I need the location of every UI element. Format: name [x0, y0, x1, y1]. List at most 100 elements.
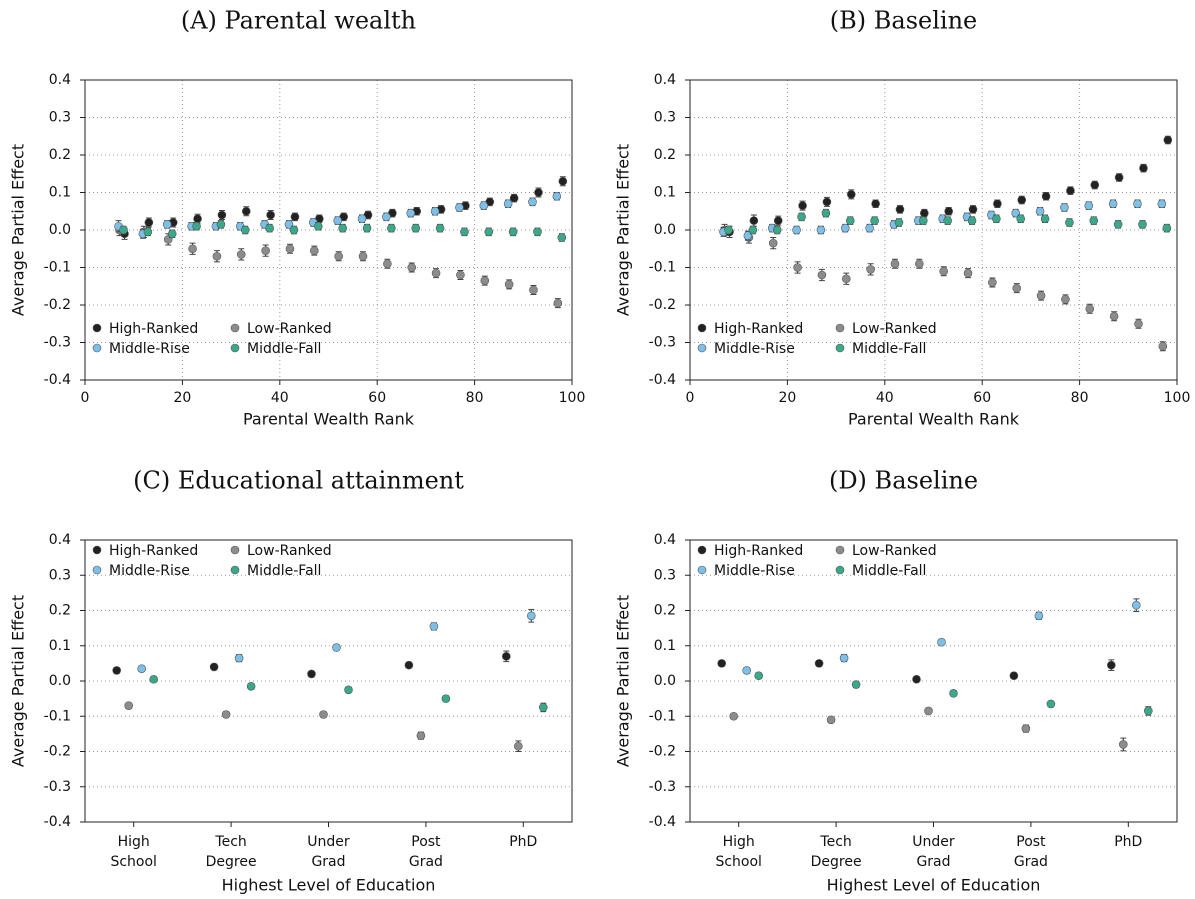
- plot-frame: [84, 79, 573, 381]
- x-tick-label: PhD: [509, 834, 537, 850]
- point: [480, 276, 490, 285]
- point: [289, 225, 299, 235]
- x-tick-label: Under Grad: [307, 834, 350, 870]
- point: [1016, 214, 1026, 224]
- point: [509, 193, 519, 203]
- y-tick-label: -0.3: [649, 779, 676, 795]
- point: [797, 212, 806, 222]
- point: [290, 212, 300, 222]
- point: [1035, 206, 1045, 216]
- point: [845, 216, 855, 225]
- point: [772, 225, 782, 235]
- point: [1108, 199, 1118, 209]
- point: [890, 259, 900, 269]
- chart-title: (A) Parental wealth: [181, 7, 416, 35]
- plot-frame: [689, 539, 1178, 823]
- y-tick-label: 0.4: [654, 72, 676, 88]
- y-tick-label: -0.4: [649, 814, 676, 830]
- y-tick-label: 0.2: [654, 147, 676, 163]
- y-tick-label: -0.3: [649, 335, 676, 351]
- x-tick-label: 0: [686, 390, 695, 406]
- point: [1084, 201, 1094, 210]
- point: [1046, 699, 1056, 709]
- point: [846, 190, 856, 199]
- point: [894, 218, 904, 227]
- point: [552, 191, 562, 201]
- legend-label: Low-Ranked: [247, 543, 332, 559]
- legend-label: Middle-Fall: [852, 341, 926, 357]
- x-tick-label: 100: [1164, 390, 1191, 406]
- x-axis-label: Highest Level of Education: [222, 876, 436, 895]
- point: [1113, 220, 1123, 229]
- point: [411, 223, 421, 233]
- legend-marker: [697, 323, 707, 333]
- y-tick-label: 0.1: [49, 638, 71, 654]
- point: [1066, 186, 1075, 195]
- point: [162, 220, 172, 229]
- point: [124, 701, 133, 710]
- legend-marker: [230, 565, 240, 575]
- point: [382, 212, 391, 222]
- point: [513, 741, 523, 751]
- point: [851, 680, 861, 689]
- y-tick-label: 0.3: [49, 110, 71, 126]
- point: [871, 199, 880, 209]
- y-axis-label: Average Partial Effect: [614, 144, 633, 316]
- x-tick-label: 80: [466, 390, 484, 406]
- chart-title: (C) Educational attainment: [133, 467, 464, 495]
- y-tick-label: 0.0: [49, 673, 71, 689]
- point: [344, 685, 353, 695]
- point: [455, 203, 464, 212]
- point: [416, 731, 426, 740]
- point: [406, 208, 416, 218]
- legend-label: Middle-Fall: [852, 563, 926, 579]
- point: [773, 216, 783, 225]
- x-tick-label: 60: [973, 390, 991, 406]
- x-tick-label: 0: [81, 390, 90, 406]
- point: [866, 265, 875, 274]
- point: [1041, 191, 1051, 201]
- point: [265, 223, 274, 233]
- point: [1065, 218, 1074, 227]
- y-tick-label: 0.1: [654, 185, 676, 201]
- legend-marker: [230, 343, 240, 353]
- point: [456, 270, 465, 280]
- y-tick-label: -0.1: [649, 260, 676, 276]
- point: [143, 227, 153, 237]
- legend-marker: [835, 343, 845, 353]
- point: [742, 666, 752, 675]
- legend-marker: [230, 545, 240, 555]
- y-tick-label: -0.1: [44, 260, 71, 276]
- point: [1085, 304, 1095, 314]
- point: [533, 227, 542, 237]
- y-tick-label: 0.1: [654, 638, 676, 654]
- legend-label: Low-Ranked: [852, 321, 937, 337]
- legend-label: Middle-Fall: [247, 563, 321, 579]
- point: [943, 216, 952, 225]
- point: [968, 205, 978, 214]
- point: [912, 674, 921, 684]
- point: [939, 266, 948, 276]
- point: [821, 208, 831, 218]
- point: [508, 227, 518, 237]
- point: [1036, 291, 1046, 300]
- point: [1132, 600, 1141, 610]
- point: [1061, 295, 1070, 304]
- point: [1134, 319, 1143, 329]
- point: [338, 223, 347, 233]
- point: [236, 250, 246, 259]
- point: [435, 223, 445, 233]
- point: [717, 659, 727, 668]
- point: [240, 225, 250, 235]
- point: [1133, 199, 1142, 209]
- x-tick-label: 60: [368, 390, 386, 406]
- y-axis-label: Average Partial Effect: [9, 595, 28, 767]
- plot-frame: [84, 539, 573, 823]
- x-tick-label: 100: [559, 390, 586, 406]
- point: [504, 280, 514, 289]
- point: [870, 216, 879, 225]
- point: [1109, 311, 1119, 321]
- point: [167, 229, 177, 239]
- legend-marker: [92, 323, 102, 333]
